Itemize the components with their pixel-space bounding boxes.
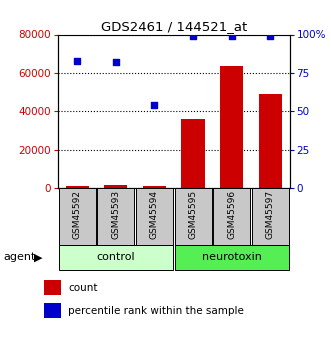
Text: GSM45594: GSM45594 bbox=[150, 190, 159, 239]
Text: count: count bbox=[68, 283, 98, 293]
Bar bbox=[44, 303, 61, 318]
Text: GSM45597: GSM45597 bbox=[266, 190, 275, 239]
Bar bbox=[59, 245, 173, 270]
Text: ▶: ▶ bbox=[34, 253, 42, 262]
Text: control: control bbox=[97, 253, 135, 262]
Title: GDS2461 / 144521_at: GDS2461 / 144521_at bbox=[101, 20, 247, 33]
Point bbox=[190, 33, 196, 39]
Point bbox=[74, 58, 80, 63]
Bar bbox=[259, 94, 282, 188]
Bar bbox=[44, 280, 61, 295]
Bar bbox=[97, 188, 134, 245]
Bar bbox=[213, 188, 250, 245]
Bar bbox=[174, 188, 212, 245]
Bar bbox=[66, 186, 89, 188]
Point bbox=[113, 59, 118, 65]
Text: GSM45592: GSM45592 bbox=[73, 190, 82, 239]
Point bbox=[268, 33, 273, 39]
Bar bbox=[104, 185, 127, 188]
Bar bbox=[252, 188, 289, 245]
Text: GSM45593: GSM45593 bbox=[111, 190, 120, 239]
Point bbox=[152, 102, 157, 108]
Text: agent: agent bbox=[3, 253, 36, 262]
Bar bbox=[59, 188, 96, 245]
Bar bbox=[136, 188, 173, 245]
Text: GSM45595: GSM45595 bbox=[189, 190, 198, 239]
Bar bbox=[220, 66, 243, 188]
Text: neurotoxin: neurotoxin bbox=[202, 253, 261, 262]
Text: percentile rank within the sample: percentile rank within the sample bbox=[68, 306, 244, 316]
Bar bbox=[143, 186, 166, 188]
Bar bbox=[174, 245, 289, 270]
Text: GSM45596: GSM45596 bbox=[227, 190, 236, 239]
Point bbox=[229, 33, 234, 39]
Bar bbox=[181, 119, 205, 188]
